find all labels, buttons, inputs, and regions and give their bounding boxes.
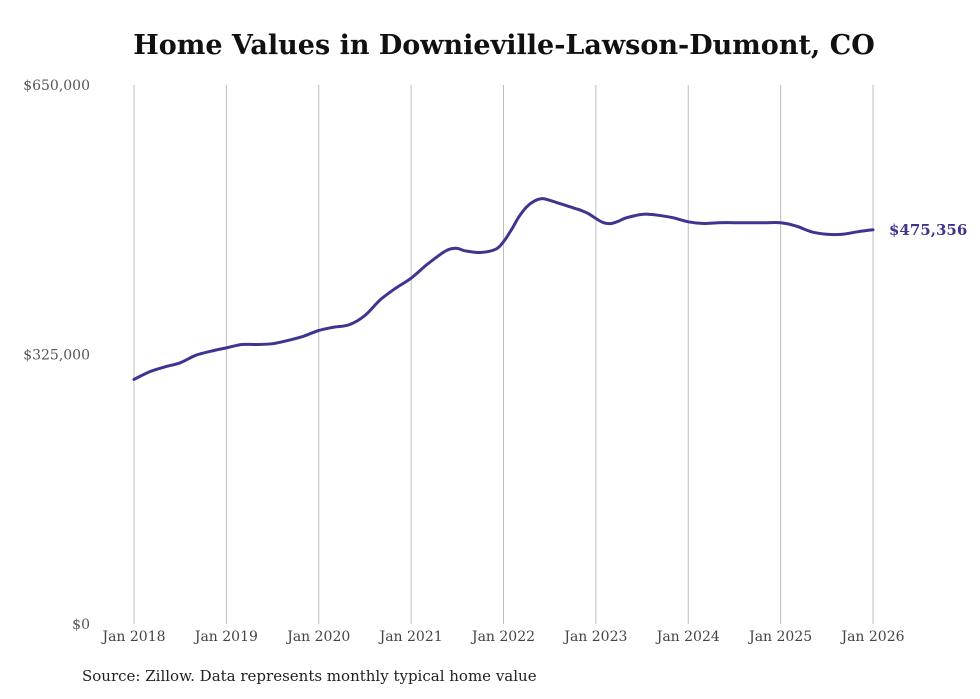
y-axis-ticks: $650,000 $325,000 $0 (23, 78, 90, 633)
x-tick-label-2022: Jan 2022 (470, 629, 535, 645)
gridlines (133, 85, 874, 624)
x-tick-label-2019: Jan 2019 (193, 629, 258, 645)
y-tick-label-650000: $650,000 (23, 78, 90, 94)
chart-title: Home Values in Downieville-Lawson-Dumont… (133, 30, 875, 61)
y-tick-label-325000: $325,000 (23, 348, 90, 364)
x-tick-label-2024: Jan 2024 (655, 629, 720, 645)
x-tick-label-2025: Jan 2025 (747, 629, 812, 645)
x-tick-label-2023: Jan 2023 (562, 629, 627, 645)
x-tick-label-2021: Jan 2021 (378, 629, 443, 645)
x-tick-label-2018: Jan 2018 (100, 629, 165, 645)
source-note: Source: Zillow. Data represents monthly … (82, 667, 537, 685)
x-axis-ticks: Jan 2018 Jan 2019 Jan 2020 Jan 2021 Jan 2022… (100, 629, 904, 645)
last-value-label: $475,356 (889, 221, 967, 239)
x-tick-label-2026: Jan 2026 (839, 629, 904, 645)
home-value-line (132, 197, 875, 381)
y-tick-label-0: $0 (72, 617, 90, 633)
x-tick-label-2020: Jan 2020 (285, 629, 350, 645)
